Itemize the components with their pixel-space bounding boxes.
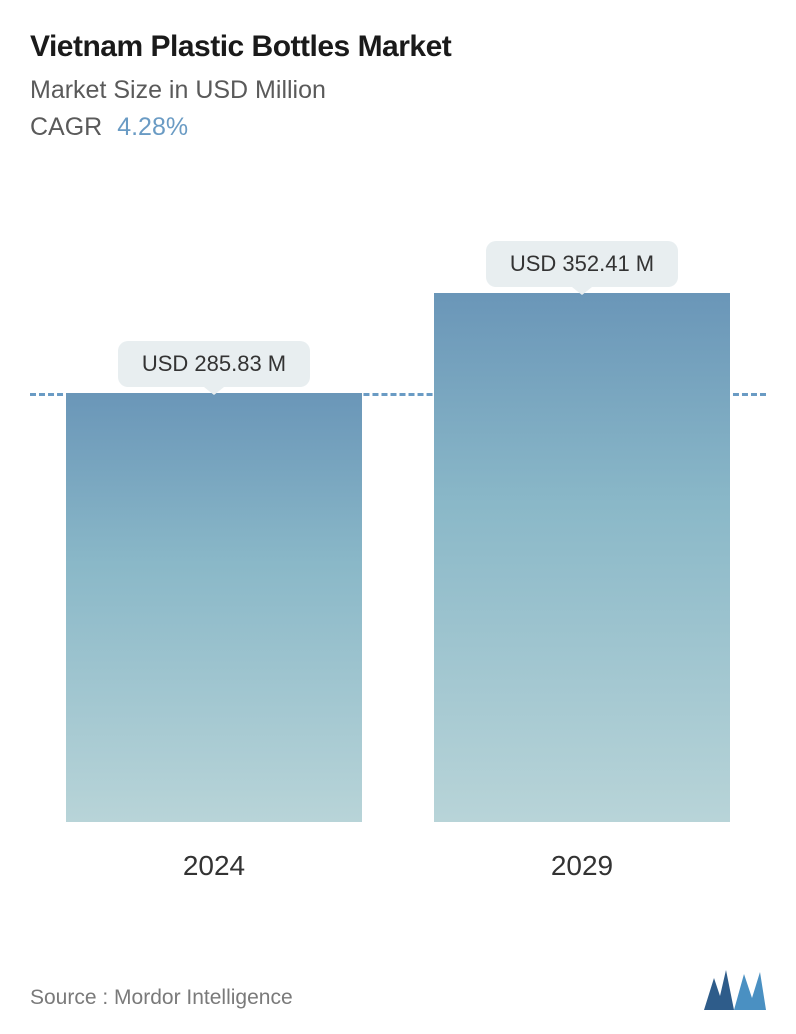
chart-area: USD 285.83 M USD 352.41 M 2024 2029: [30, 162, 766, 882]
x-label-0: 2024: [66, 850, 362, 882]
value-pill-1: USD 352.41 M: [486, 241, 678, 287]
cagr-value: 4.28%: [117, 113, 188, 141]
x-label-1: 2029: [434, 850, 730, 882]
value-pill-0: USD 285.83 M: [118, 341, 310, 387]
source-text: Source : Mordor Intelligence: [30, 986, 293, 1010]
bar-1: [434, 293, 730, 822]
bar-group-1: USD 352.41 M: [434, 241, 730, 822]
chart-subtitle: Market Size in USD Million: [30, 76, 766, 105]
bars-wrap: USD 285.83 M USD 352.41 M: [30, 162, 766, 822]
chart-container: Vietnam Plastic Bottles Market Market Si…: [0, 0, 796, 1034]
cagr-row: CAGR 4.28%: [30, 113, 766, 142]
chart-title: Vietnam Plastic Bottles Market: [30, 30, 766, 64]
bar-0: [66, 393, 362, 822]
x-axis-labels: 2024 2029: [30, 850, 766, 882]
brand-logo-icon: [704, 970, 766, 1010]
bar-group-0: USD 285.83 M: [66, 341, 362, 822]
cagr-label: CAGR: [30, 113, 102, 141]
footer: Source : Mordor Intelligence: [30, 970, 766, 1010]
